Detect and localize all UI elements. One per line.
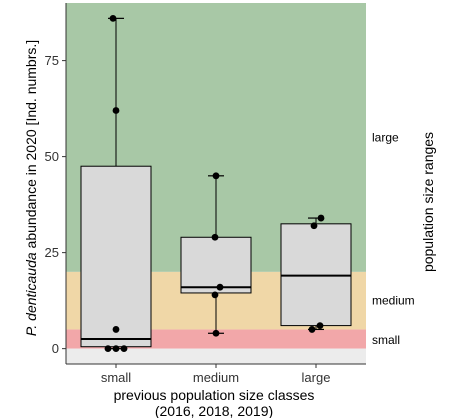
right-axis-title: population size ranges [420, 132, 436, 272]
band-label-large: large [372, 130, 399, 144]
y-axis: 0 25 50 75 [45, 3, 67, 364]
band-below-zero [66, 348, 366, 364]
box-rect-medium [180, 236, 252, 294]
y-tick-label-0: 0 [52, 341, 59, 356]
point-medium-2 [216, 283, 224, 291]
point-small-1 [112, 107, 120, 114]
boxes [80, 17, 352, 350]
point-small-5 [120, 345, 128, 353]
point-large-2 [316, 322, 324, 329]
y-tick-label-25: 25 [45, 245, 59, 260]
data-points [104, 14, 325, 353]
y-tick-label-75: 75 [45, 53, 59, 68]
box-medium [180, 175, 252, 334]
point-large-1 [310, 222, 318, 230]
x-tick-label-medium: medium [193, 370, 239, 385]
box-large [280, 217, 352, 331]
y-tick-label-50: 50 [45, 149, 59, 164]
point-medium-1 [211, 233, 219, 241]
point-medium-0 [212, 172, 220, 180]
x-tick-label-small: small [101, 370, 131, 385]
box-rect-small [80, 165, 152, 348]
y-axis-title: P. denticauda abundance in 2020 [Ind. nu… [23, 40, 39, 336]
x-axis-title-line2: (2016, 2018, 2019) [155, 403, 273, 418]
point-large-3 [308, 326, 316, 333]
band-label-small: small [372, 333, 400, 347]
point-small-0 [109, 14, 117, 22]
box-small [80, 17, 152, 350]
y-axis-title-species: P. denticauda [23, 252, 39, 336]
x-axis-title-line1: previous population size classes [114, 387, 315, 403]
x-axis: small medium large [66, 363, 366, 385]
band-label-medium: medium [372, 294, 415, 308]
point-medium-3 [211, 291, 219, 299]
x-tick-label-large: large [302, 370, 331, 385]
y-axis-title-rest: abundance in 2020 [Ind. numbrs.] [23, 40, 39, 252]
point-large-0 [317, 214, 325, 222]
point-medium-4 [212, 329, 220, 337]
point-small-4 [112, 345, 120, 353]
band-labels: small medium large [372, 130, 415, 347]
point-small-3 [104, 345, 112, 353]
point-small-2 [112, 326, 120, 333]
